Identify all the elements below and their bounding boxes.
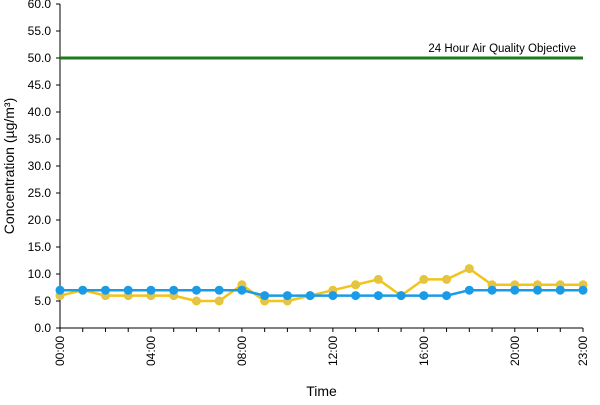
y-tick-label: 25.0: [28, 186, 52, 200]
series-2-point: [578, 285, 588, 295]
series-2-point: [100, 285, 110, 295]
y-tick-label: 5.0: [34, 294, 51, 308]
x-tick-label: 12:00: [326, 336, 340, 366]
y-axis-title: Concentration (µg/m³): [1, 98, 17, 234]
series-2-point: [510, 285, 520, 295]
series-1-point: [191, 296, 201, 306]
series-1-point: [373, 274, 383, 284]
series-1-point: [464, 264, 474, 274]
series-2-point: [78, 285, 88, 295]
series-1-point: [442, 274, 452, 284]
series-2-point: [351, 291, 361, 301]
tick-labels: 0.0 5.0 10.0 15.0 20.0 25.0 30.0 35.0 40.0 45.0 50…: [28, 0, 590, 366]
series-2-point: [533, 285, 543, 295]
x-tick-label: 16:00: [417, 336, 431, 366]
x-tick-label: 04:00: [144, 336, 158, 366]
y-tick-label: 40.0: [28, 105, 52, 119]
series-2-point: [214, 285, 224, 295]
series-2-point: [305, 291, 315, 301]
x-tick-label: 20:00: [508, 336, 522, 366]
series-2-point: [123, 285, 133, 295]
series-2-point: [555, 285, 565, 295]
series-2-point: [237, 285, 247, 295]
y-tick-label: 15.0: [28, 240, 52, 254]
series-2-point: [191, 285, 201, 295]
x-tick-label: 08:00: [235, 336, 249, 366]
x-axis-title: Time: [306, 383, 337, 399]
reference-line-group: 24 Hour Air Quality Objective: [60, 43, 583, 60]
y-tick-label: 0.0: [34, 321, 51, 335]
y-tick-label: 20.0: [28, 213, 52, 227]
x-tick-label: 00:00: [53, 336, 67, 366]
series-2-point: [464, 285, 474, 295]
y-tick-label: 50.0: [28, 51, 52, 65]
series-2-point: [396, 291, 406, 301]
series-group: [55, 264, 588, 306]
series-2-point: [282, 291, 292, 301]
series-2-point: [146, 285, 156, 295]
series-2-point: [442, 291, 452, 301]
air-quality-objective-label: 24 Hour Air Quality Objective: [428, 43, 576, 55]
series-2-point: [328, 291, 338, 301]
series-2-point: [373, 291, 383, 301]
series-2-point: [169, 285, 179, 295]
y-tick-label: 45.0: [28, 78, 52, 92]
series-1-point: [419, 274, 429, 284]
series-2-point: [487, 285, 497, 295]
y-tick-label: 60.0: [28, 0, 52, 11]
y-tick-label: 55.0: [28, 24, 52, 38]
series-2-point: [260, 291, 270, 301]
series-1-point: [351, 280, 361, 290]
x-tick-label: 23:00: [576, 336, 590, 366]
y-tick-label: 35.0: [28, 132, 52, 146]
y-tick-label: 30.0: [28, 159, 52, 173]
series-2-point: [419, 291, 429, 301]
axes: [56, 3, 584, 332]
y-tick-label: 10.0: [28, 267, 52, 281]
series-2-point: [55, 285, 65, 295]
series-1-point: [214, 296, 224, 306]
